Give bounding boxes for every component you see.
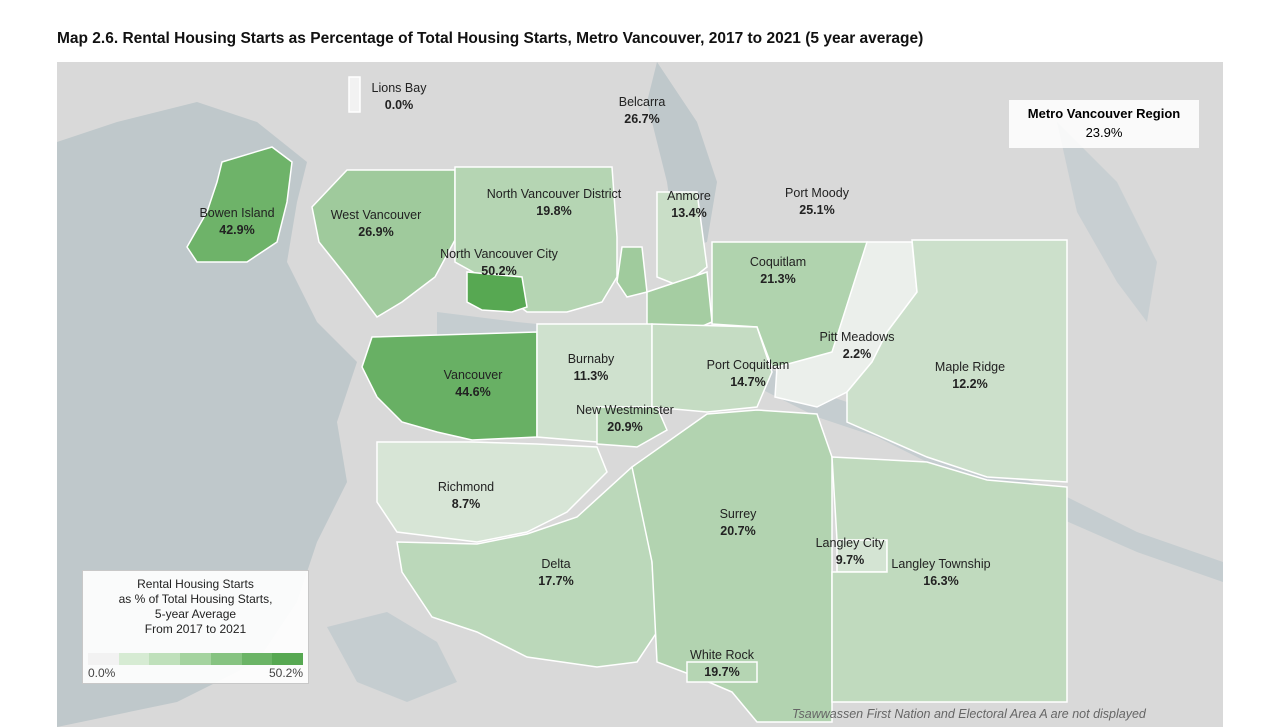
legend-title-line: From 2017 to 2021 — [144, 622, 247, 636]
region-total-value: 23.9% — [1085, 125, 1123, 140]
name-north-vancouver-district: North Vancouver District — [486, 187, 622, 201]
region-langley-township[interactable] — [831, 456, 1068, 703]
label-bowen-island: Bowen Island 42.9% — [199, 205, 274, 239]
region-north-vancouver-city[interactable] — [466, 271, 528, 313]
value-new-westminster: 20.9% — [607, 420, 643, 434]
region-total-box: Metro Vancouver Region 23.9% — [1009, 100, 1199, 148]
value-pitt-meadows: 2.2% — [842, 347, 872, 361]
label-port-moody: Port Moody 25.1% — [785, 185, 849, 219]
name-pitt-meadows: Pitt Meadows — [819, 330, 895, 344]
legend-title-line: Rental Housing Starts — [137, 577, 254, 591]
legend-title-line: 5-year Average — [154, 607, 237, 621]
region-new-westminster[interactable] — [596, 406, 668, 448]
label-white-rock: White Rock 19.7% — [690, 647, 754, 681]
value-port-moody: 25.1% — [799, 203, 835, 217]
legend-title: Rental Housing Starts as % of Total Hous… — [83, 571, 308, 637]
name-port-coquitlam: Port Coquitlam — [706, 358, 790, 372]
legend-title-line: as % of Total Housing Starts, — [118, 592, 273, 606]
label-lions-bay: Lions Bay 0.0% — [372, 80, 427, 114]
label-north-vancouver-city: North Vancouver City 50.2% — [440, 246, 558, 280]
value-bowen-island: 42.9% — [219, 223, 255, 237]
name-maple-ridge: Maple Ridge — [934, 360, 1006, 374]
name-richmond: Richmond — [437, 480, 495, 494]
name-langley-city: Langley City — [815, 536, 885, 550]
legend-swatch — [210, 653, 242, 665]
legend-swatch — [118, 653, 150, 665]
pitt-lake — [1057, 122, 1157, 322]
legend-swatch — [149, 653, 181, 665]
value-langley-township: 16.3% — [923, 574, 959, 588]
value-richmond: 8.7% — [451, 497, 481, 511]
name-delta: Delta — [541, 557, 571, 571]
name-belcarra: Belcarra — [618, 95, 666, 109]
label-anmore: Anmore 13.4% — [667, 188, 711, 222]
legend-swatch — [180, 653, 211, 665]
region-white-rock[interactable] — [686, 661, 758, 683]
value-surrey: 20.7% — [720, 524, 756, 538]
value-west-vancouver: 26.9% — [358, 225, 394, 239]
region-surrey[interactable] — [631, 409, 833, 723]
legend-min-label: 0.0% — [88, 666, 116, 680]
value-coquitlam: 21.3% — [760, 272, 796, 286]
label-north-vancouver-district: North Vancouver District 19.8% — [487, 186, 622, 220]
value-belcarra: 26.7% — [624, 112, 660, 126]
label-surrey: Surrey 20.7% — [720, 506, 757, 540]
value-north-vancouver-city: 50.2% — [481, 264, 517, 278]
name-vancouver: Vancouver — [443, 368, 503, 382]
boundary-bay — [327, 612, 457, 702]
legend-swatch — [272, 653, 304, 665]
legend-swatch — [88, 653, 119, 665]
value-white-rock: 19.7% — [704, 665, 740, 679]
name-burnaby: Burnaby — [567, 352, 615, 366]
name-new-westminster: New Westminster — [576, 403, 674, 417]
region-belcarra[interactable] — [616, 246, 648, 298]
label-belcarra: Belcarra 26.7% — [619, 94, 666, 128]
label-burnaby: Burnaby 11.3% — [568, 351, 615, 385]
name-west-vancouver: West Vancouver — [330, 208, 422, 222]
choropleth-map: Lions Bay 0.0% Belcarra 26.7% Bowen Island… — [57, 62, 1223, 727]
value-anmore: 13.4% — [671, 206, 707, 220]
label-coquitlam: Coquitlam 21.3% — [750, 254, 806, 288]
map-title: Map 2.6. Rental Housing Starts as Percen… — [57, 30, 924, 47]
name-langley-township: Langley Township — [891, 557, 991, 571]
region-bowen-island[interactable] — [186, 146, 293, 263]
label-west-vancouver: West Vancouver 26.9% — [331, 207, 422, 241]
name-coquitlam: Coquitlam — [749, 255, 807, 269]
value-north-vancouver-district: 19.8% — [536, 204, 572, 218]
value-lions-bay: 0.0% — [384, 98, 414, 112]
name-white-rock: White Rock — [690, 648, 754, 662]
region-richmond[interactable] — [376, 441, 608, 543]
indian-arm — [647, 62, 717, 252]
value-delta: 17.7% — [538, 574, 574, 588]
map-legend: Rental Housing Starts as % of Total Hous… — [82, 570, 309, 684]
label-delta: Delta 17.7% — [538, 556, 573, 590]
legend-max-label: 50.2% — [268, 666, 303, 680]
region-maple-ridge[interactable] — [846, 239, 1068, 483]
label-pitt-meadows: Pitt Meadows 2.2% — [819, 329, 894, 363]
label-langley-township: Langley Township 16.3% — [891, 556, 990, 590]
name-surrey: Surrey — [719, 507, 757, 521]
name-port-moody: Port Moody — [785, 186, 849, 200]
label-new-westminster: New Westminster 20.9% — [576, 402, 674, 436]
label-maple-ridge: Maple Ridge 12.2% — [935, 359, 1005, 393]
value-langley-city: 9.7% — [835, 553, 865, 567]
legend-swatch — [241, 653, 273, 665]
name-lions-bay: Lions Bay — [371, 81, 427, 95]
region-total-name: Metro Vancouver Region — [1027, 106, 1181, 121]
value-burnaby: 11.3% — [573, 369, 609, 383]
label-langley-city: Langley City 9.7% — [816, 535, 885, 569]
label-vancouver: Vancouver 44.6% — [444, 367, 503, 401]
value-maple-ridge: 12.2% — [952, 377, 988, 391]
name-anmore: Anmore — [667, 189, 711, 203]
map-footnote: Tsawwassen First Nation and Electoral Ar… — [792, 707, 1146, 721]
region-lions-bay[interactable] — [348, 76, 361, 113]
legend-color-ramp — [88, 653, 304, 665]
label-richmond: Richmond 8.7% — [438, 479, 494, 513]
value-port-coquitlam: 14.7% — [730, 375, 766, 389]
label-port-coquitlam: Port Coquitlam 14.7% — [707, 357, 790, 391]
value-vancouver: 44.6% — [455, 385, 491, 399]
name-bowen-island: Bowen Island — [199, 206, 275, 220]
name-north-vancouver-city: North Vancouver City — [440, 247, 558, 261]
